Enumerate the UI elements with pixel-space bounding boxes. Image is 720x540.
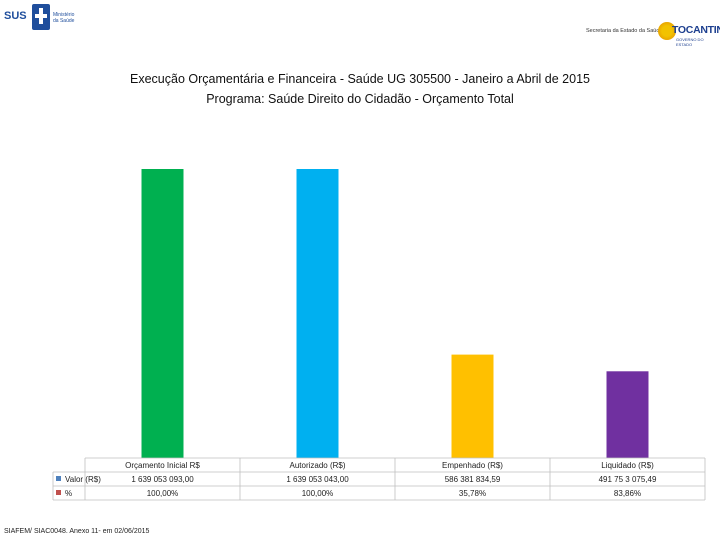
data-label: 100,00% [302,489,334,498]
bar-4 [606,371,649,458]
legend-marker [56,490,61,495]
chart-title: Execução Orçamentária e Financeira - Saú… [130,72,590,86]
row-label: % [65,489,72,498]
data-label: 491 75 3 075,49 [599,475,657,484]
tocantins-logo: TOCANTINS GOVERNO DO ESTADO [656,20,720,47]
bar-2 [296,169,339,459]
bar-3 [451,354,494,458]
sus-cross-icon [32,4,50,30]
legend-marker [56,476,61,481]
category-label: Orçamento Inicial R$ [125,461,200,470]
secretaria-label: Secretaria da Estado da Saúde [586,28,663,34]
tocantins-logo-sub: GOVERNO DO ESTADO [676,37,704,47]
data-label: 1 639 053 043,00 [286,475,349,484]
sun-icon [658,22,676,40]
sus-logo: SUS Ministério da Saúde [4,4,74,30]
chart-subtitle: Programa: Saúde Direito do Cidadão - Orç… [206,92,514,106]
data-label: 1 639 053 093,00 [131,475,194,484]
data-label: 586 381 834,59 [445,475,501,484]
category-label: Empenhado (R$) [442,461,503,470]
row-label: Valor (R$) [65,475,101,484]
bar-1 [141,169,184,458]
tocantins-logo-text: TOCANTINS [672,24,720,36]
data-label: 100,00% [147,489,179,498]
sus-logo-ministry: Ministério da Saúde [53,12,75,24]
category-label: Liquidado (R$) [601,461,654,470]
data-label: 83,86% [614,489,641,498]
sus-logo-text: SUS [4,10,27,22]
category-label: Autorizado (R$) [289,461,345,470]
data-label: 35,78% [459,489,486,498]
source-note: SIAFEM/ SIAC0048. Anexo 11- em 02/06/201… [4,528,150,535]
